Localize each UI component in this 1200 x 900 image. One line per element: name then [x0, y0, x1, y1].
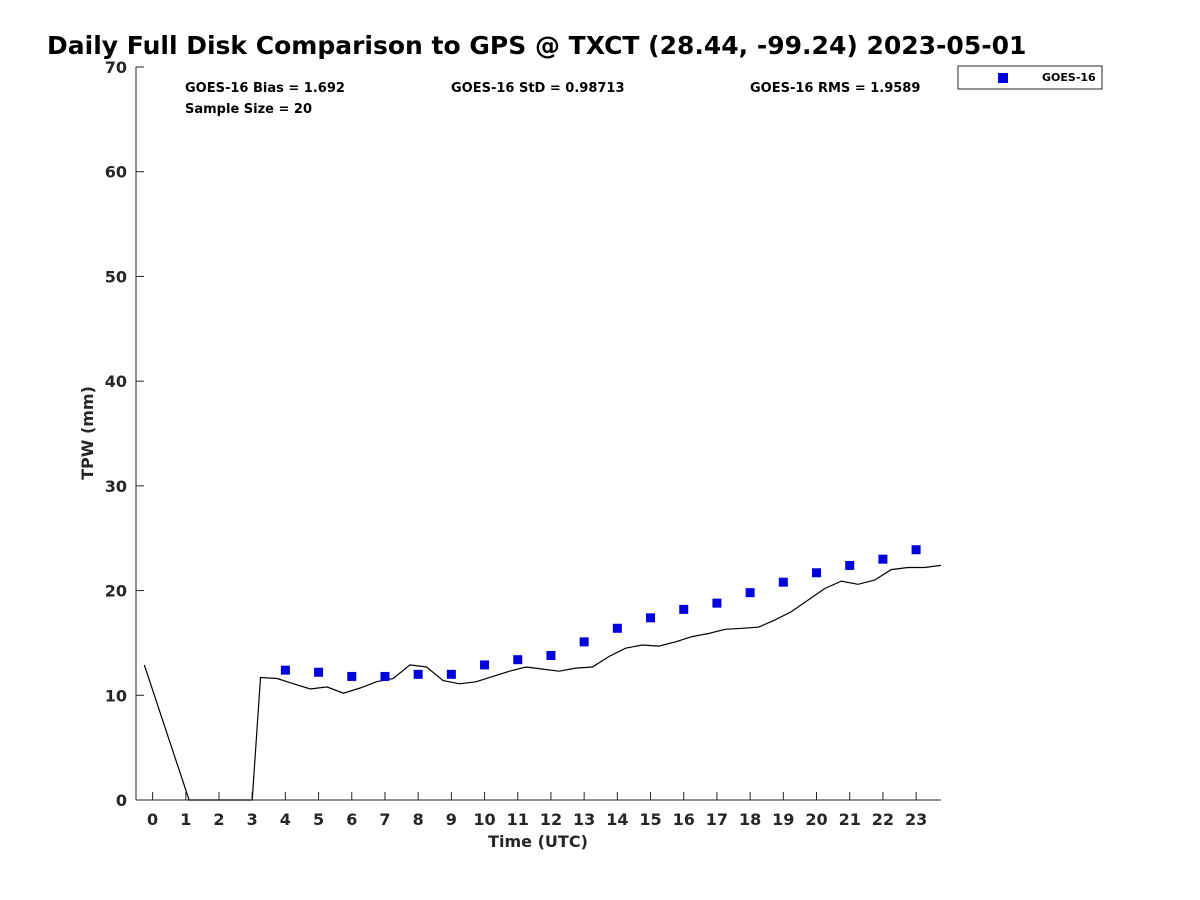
goes16-point: [878, 554, 888, 564]
x-tick-label: 4: [280, 810, 291, 829]
x-tick-label: 11: [507, 810, 529, 829]
bias-annotation: GOES-16 Bias = 1.692: [185, 81, 345, 96]
legend-label-goes16: GOES-16: [1042, 71, 1096, 84]
y-tick-label: 70: [105, 58, 127, 77]
x-tick-label: 3: [247, 810, 258, 829]
x-tick-label: 6: [346, 810, 357, 829]
y-tick-label: 50: [105, 267, 127, 286]
y-tick-label: 40: [105, 372, 127, 391]
x-tick-label: 16: [673, 810, 695, 829]
rms-annotation: GOES-16 RMS = 1.9589: [750, 81, 920, 96]
goes16-point: [579, 637, 589, 647]
goes16-point: [413, 669, 423, 679]
legend-marker-goes16: [998, 73, 1008, 83]
x-tick-label: 1: [180, 810, 191, 829]
y-tick-label: 30: [105, 477, 127, 496]
goes16-point: [546, 650, 556, 660]
y-tick-label: 0: [116, 791, 127, 810]
std-annotation: GOES-16 StD = 0.98713: [451, 81, 625, 96]
goes16-point: [612, 623, 622, 633]
x-axis-label: Time (UTC): [488, 832, 588, 851]
goes16-point: [778, 577, 788, 587]
y-axis-label: TPW (mm): [78, 386, 97, 480]
goes16-point: [646, 613, 656, 623]
x-tick-label: 20: [805, 810, 827, 829]
x-tick-label: 2: [213, 810, 224, 829]
chart-title: Daily Full Disk Comparison to GPS @ TXCT…: [47, 31, 1026, 60]
legend-box: [957, 65, 1103, 90]
x-tick-label: 8: [413, 810, 424, 829]
x-tick-label: 17: [706, 810, 728, 829]
y-ticks: 0 10 20 30 40 50 60 70: [105, 58, 144, 810]
x-tick-label: 10: [473, 810, 495, 829]
goes16-point: [812, 568, 822, 578]
x-ticks: 0 1 2 3 4 5 6 7 8 9 10 11 12 13 14 15 16 17 18 19 20 21 22 23: [147, 792, 927, 829]
legend: GOES-16: [957, 65, 1103, 90]
goes16-point: [280, 665, 290, 675]
goes16-point: [911, 545, 921, 555]
x-tick-label: 0: [147, 810, 158, 829]
stats-annotations: GOES-16 Bias = 1.692 GOES-16 StD = 0.987…: [185, 81, 920, 117]
x-tick-label: 15: [639, 810, 661, 829]
x-tick-label: 22: [872, 810, 894, 829]
x-tick-label: 14: [606, 810, 628, 829]
goes16-point: [679, 604, 689, 614]
y-tick-label: 20: [105, 582, 127, 601]
goes16-point: [347, 671, 357, 681]
goes16-point: [314, 667, 324, 677]
x-tick-label: 19: [772, 810, 794, 829]
y-tick-label: 10: [105, 686, 127, 705]
x-tick-label: 9: [446, 810, 457, 829]
goes16-point: [380, 671, 390, 681]
goes16-point: [712, 598, 722, 608]
y-tick-label: 60: [105, 163, 127, 182]
x-tick-label: 7: [379, 810, 390, 829]
x-tick-label: 21: [839, 810, 861, 829]
goes16-point: [513, 655, 523, 665]
goes16-point: [745, 588, 755, 598]
gps-tpw-line: [143, 564, 942, 801]
sample-size-annotation: Sample Size = 20: [185, 102, 312, 117]
series-points: [280, 545, 921, 681]
x-tick-label: 18: [739, 810, 761, 829]
x-tick-label: 13: [573, 810, 595, 829]
x-tick-label: 12: [540, 810, 562, 829]
goes16-point: [480, 660, 490, 670]
x-tick-label: 23: [905, 810, 927, 829]
goes16-point: [845, 560, 855, 570]
series-lines: [143, 564, 942, 801]
goes16-point: [446, 669, 456, 679]
x-tick-label: 5: [313, 810, 324, 829]
